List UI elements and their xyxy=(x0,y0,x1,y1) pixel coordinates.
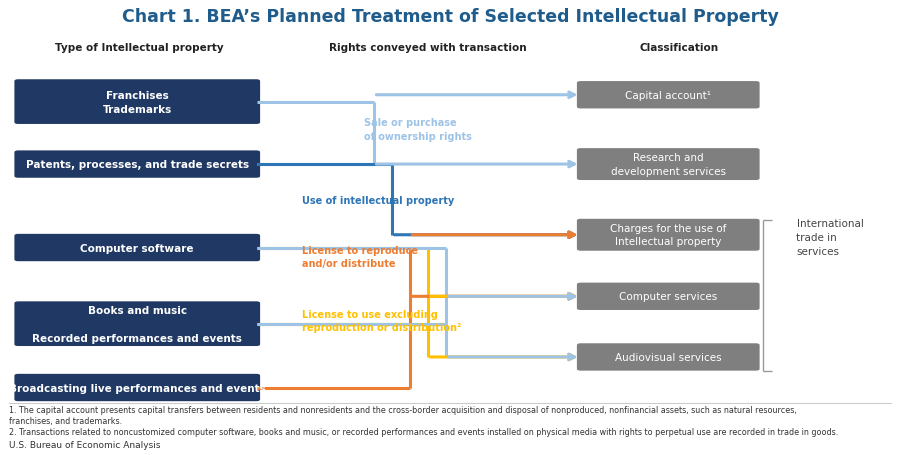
Text: Patents, processes, and trade secrets: Patents, processes, and trade secrets xyxy=(26,160,248,170)
Text: Chart 1. BEA’s Planned Treatment of Selected Intellectual Property: Chart 1. BEA’s Planned Treatment of Sele… xyxy=(122,8,778,26)
FancyBboxPatch shape xyxy=(577,219,760,251)
Text: Sale or purchase
of ownership rights: Sale or purchase of ownership rights xyxy=(364,118,472,141)
Text: Computer software: Computer software xyxy=(80,243,194,253)
Text: franchises, and trademarks.: franchises, and trademarks. xyxy=(9,416,122,425)
Text: License to use excluding
reproduction or distribution²: License to use excluding reproduction or… xyxy=(302,309,461,332)
Text: Charges for the use of
Intellectual property: Charges for the use of Intellectual prop… xyxy=(610,224,726,247)
Text: Computer services: Computer services xyxy=(619,292,717,302)
Text: 1. The capital account presents capital transfers between residents and nonresid: 1. The capital account presents capital … xyxy=(9,405,796,414)
Text: License to reproduce
and/or distribute: License to reproduce and/or distribute xyxy=(302,246,418,268)
Text: Research and
development services: Research and development services xyxy=(611,153,725,176)
FancyBboxPatch shape xyxy=(577,344,760,371)
Text: Rights conveyed with transaction: Rights conveyed with transaction xyxy=(328,43,526,53)
FancyBboxPatch shape xyxy=(577,149,760,181)
FancyBboxPatch shape xyxy=(577,82,760,109)
FancyBboxPatch shape xyxy=(14,302,260,346)
FancyBboxPatch shape xyxy=(14,374,260,401)
Text: U.S. Bureau of Economic Analysis: U.S. Bureau of Economic Analysis xyxy=(9,440,160,449)
FancyBboxPatch shape xyxy=(14,234,260,262)
Text: Books and music

Recorded performances and events: Books and music Recorded performances an… xyxy=(32,305,242,343)
Text: Broadcasting live performances and events: Broadcasting live performances and event… xyxy=(9,383,266,393)
FancyBboxPatch shape xyxy=(14,151,260,178)
Text: Use of intellectual property: Use of intellectual property xyxy=(302,195,454,205)
Text: International
trade in
services: International trade in services xyxy=(796,219,863,257)
FancyBboxPatch shape xyxy=(577,283,760,310)
Text: Audiovisual services: Audiovisual services xyxy=(615,352,722,362)
Text: Capital account¹: Capital account¹ xyxy=(626,91,711,101)
Text: Classification: Classification xyxy=(640,43,719,53)
Text: Type of Intellectual property: Type of Intellectual property xyxy=(55,43,224,53)
Text: 2. Transactions related to noncustomized computer software, books and music, or : 2. Transactions related to noncustomized… xyxy=(9,427,838,436)
Text: Franchises
Trademarks: Franchises Trademarks xyxy=(103,91,172,114)
FancyBboxPatch shape xyxy=(14,80,260,125)
